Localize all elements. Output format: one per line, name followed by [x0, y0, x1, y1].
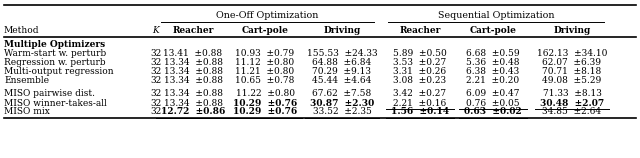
Text: 1.56  ±0.14: 1.56 ±0.14: [391, 107, 449, 116]
Text: 0.63  ±0.02: 0.63 ±0.02: [464, 107, 522, 116]
Text: 10.29  ±0.76: 10.29 ±0.76: [233, 107, 297, 116]
Text: Method: Method: [4, 25, 40, 34]
Text: 5.36  ±0.48: 5.36 ±0.48: [467, 58, 520, 67]
Text: One-Off Optimization: One-Off Optimization: [216, 10, 319, 19]
Text: 6.09  ±0.47: 6.09 ±0.47: [467, 89, 520, 98]
Text: Warm-start w. perturb: Warm-start w. perturb: [4, 49, 106, 58]
Text: 30.48  ±2.07: 30.48 ±2.07: [540, 98, 604, 107]
Text: 3.42  ±0.27: 3.42 ±0.27: [394, 89, 447, 98]
Text: K: K: [152, 25, 159, 34]
Text: 0.76  ±0.05: 0.76 ±0.05: [466, 98, 520, 107]
Text: Cart-pole: Cart-pole: [241, 25, 289, 34]
Text: 11.22  ±0.80: 11.22 ±0.80: [236, 89, 294, 98]
Text: 13.34  ±0.88: 13.34 ±0.88: [163, 89, 223, 98]
Text: 13.34  ±0.88: 13.34 ±0.88: [163, 67, 223, 76]
Text: 13.34  ±0.88: 13.34 ±0.88: [163, 76, 223, 85]
Text: 32: 32: [150, 76, 162, 85]
Text: Multi-output regression: Multi-output regression: [4, 67, 114, 76]
Text: 32: 32: [150, 58, 162, 67]
Text: 11.21  ±0.80: 11.21 ±0.80: [236, 67, 294, 76]
Text: 67.62  ±7.58: 67.62 ±7.58: [312, 89, 372, 98]
Text: 2.21  ±0.20: 2.21 ±0.20: [467, 76, 520, 85]
Text: MISO winner-takes-all: MISO winner-takes-all: [4, 98, 107, 107]
Text: 70.29  ±9.13: 70.29 ±9.13: [312, 67, 371, 76]
Text: 13.41  ±0.88: 13.41 ±0.88: [163, 49, 223, 58]
Text: 3.53  ±0.27: 3.53 ±0.27: [394, 58, 447, 67]
Text: 32: 32: [150, 49, 162, 58]
Text: Reacher: Reacher: [172, 25, 214, 34]
Text: 49.08  ±5.29: 49.08 ±5.29: [542, 76, 602, 85]
Text: Driving: Driving: [323, 25, 360, 34]
Text: Ensemble: Ensemble: [4, 76, 49, 85]
Text: 3.08  ±0.23: 3.08 ±0.23: [394, 76, 447, 85]
Text: 2.21  ±0.16: 2.21 ±0.16: [394, 98, 447, 107]
Text: 32: 32: [150, 98, 162, 107]
Text: Regression w. perturb: Regression w. perturb: [4, 58, 106, 67]
Text: 45.44  ±4.64: 45.44 ±4.64: [312, 76, 372, 85]
Text: 10.93  ±0.79: 10.93 ±0.79: [236, 49, 294, 58]
Text: 162.13  ±34.10: 162.13 ±34.10: [537, 49, 607, 58]
Text: 13.34  ±0.88: 13.34 ±0.88: [163, 98, 223, 107]
Text: 32: 32: [150, 67, 162, 76]
Text: 71.33  ±8.13: 71.33 ±8.13: [543, 89, 602, 98]
Text: 6.68  ±0.59: 6.68 ±0.59: [466, 49, 520, 58]
Text: Sequential Optimization: Sequential Optimization: [438, 10, 554, 19]
Text: 32: 32: [150, 89, 162, 98]
Text: 10.29  ±0.76: 10.29 ±0.76: [233, 98, 297, 107]
Text: 13.34  ±0.88: 13.34 ±0.88: [163, 58, 223, 67]
Text: 33.52  ±2.35: 33.52 ±2.35: [312, 107, 371, 116]
Text: Reacher: Reacher: [399, 25, 441, 34]
Text: 155.53  ±24.33: 155.53 ±24.33: [307, 49, 378, 58]
Text: 12.72  ±0.86: 12.72 ±0.86: [161, 107, 225, 116]
Text: 10.65  ±0.78: 10.65 ±0.78: [236, 76, 294, 85]
Text: 62.07  ±6.39: 62.07 ±6.39: [543, 58, 602, 67]
Text: MISO mix: MISO mix: [4, 107, 50, 116]
Text: 70.71  ±8.18: 70.71 ±8.18: [542, 67, 602, 76]
Text: 6.38  ±0.43: 6.38 ±0.43: [467, 67, 520, 76]
Text: Multiple Optimizers: Multiple Optimizers: [4, 40, 105, 49]
Text: Driving: Driving: [554, 25, 591, 34]
Text: Cart-pole: Cart-pole: [470, 25, 516, 34]
Text: 34.85  ±2.64: 34.85 ±2.64: [543, 107, 602, 116]
Text: 3.31  ±0.26: 3.31 ±0.26: [394, 67, 447, 76]
Text: 5.89  ±0.50: 5.89 ±0.50: [393, 49, 447, 58]
Text: MISO pairwise dist.: MISO pairwise dist.: [4, 89, 95, 98]
Text: 64.88  ±6.84: 64.88 ±6.84: [312, 58, 372, 67]
Text: 32: 32: [150, 107, 162, 116]
Text: 30.87  ±2.30: 30.87 ±2.30: [310, 98, 374, 107]
Text: 11.12  ±0.80: 11.12 ±0.80: [236, 58, 294, 67]
